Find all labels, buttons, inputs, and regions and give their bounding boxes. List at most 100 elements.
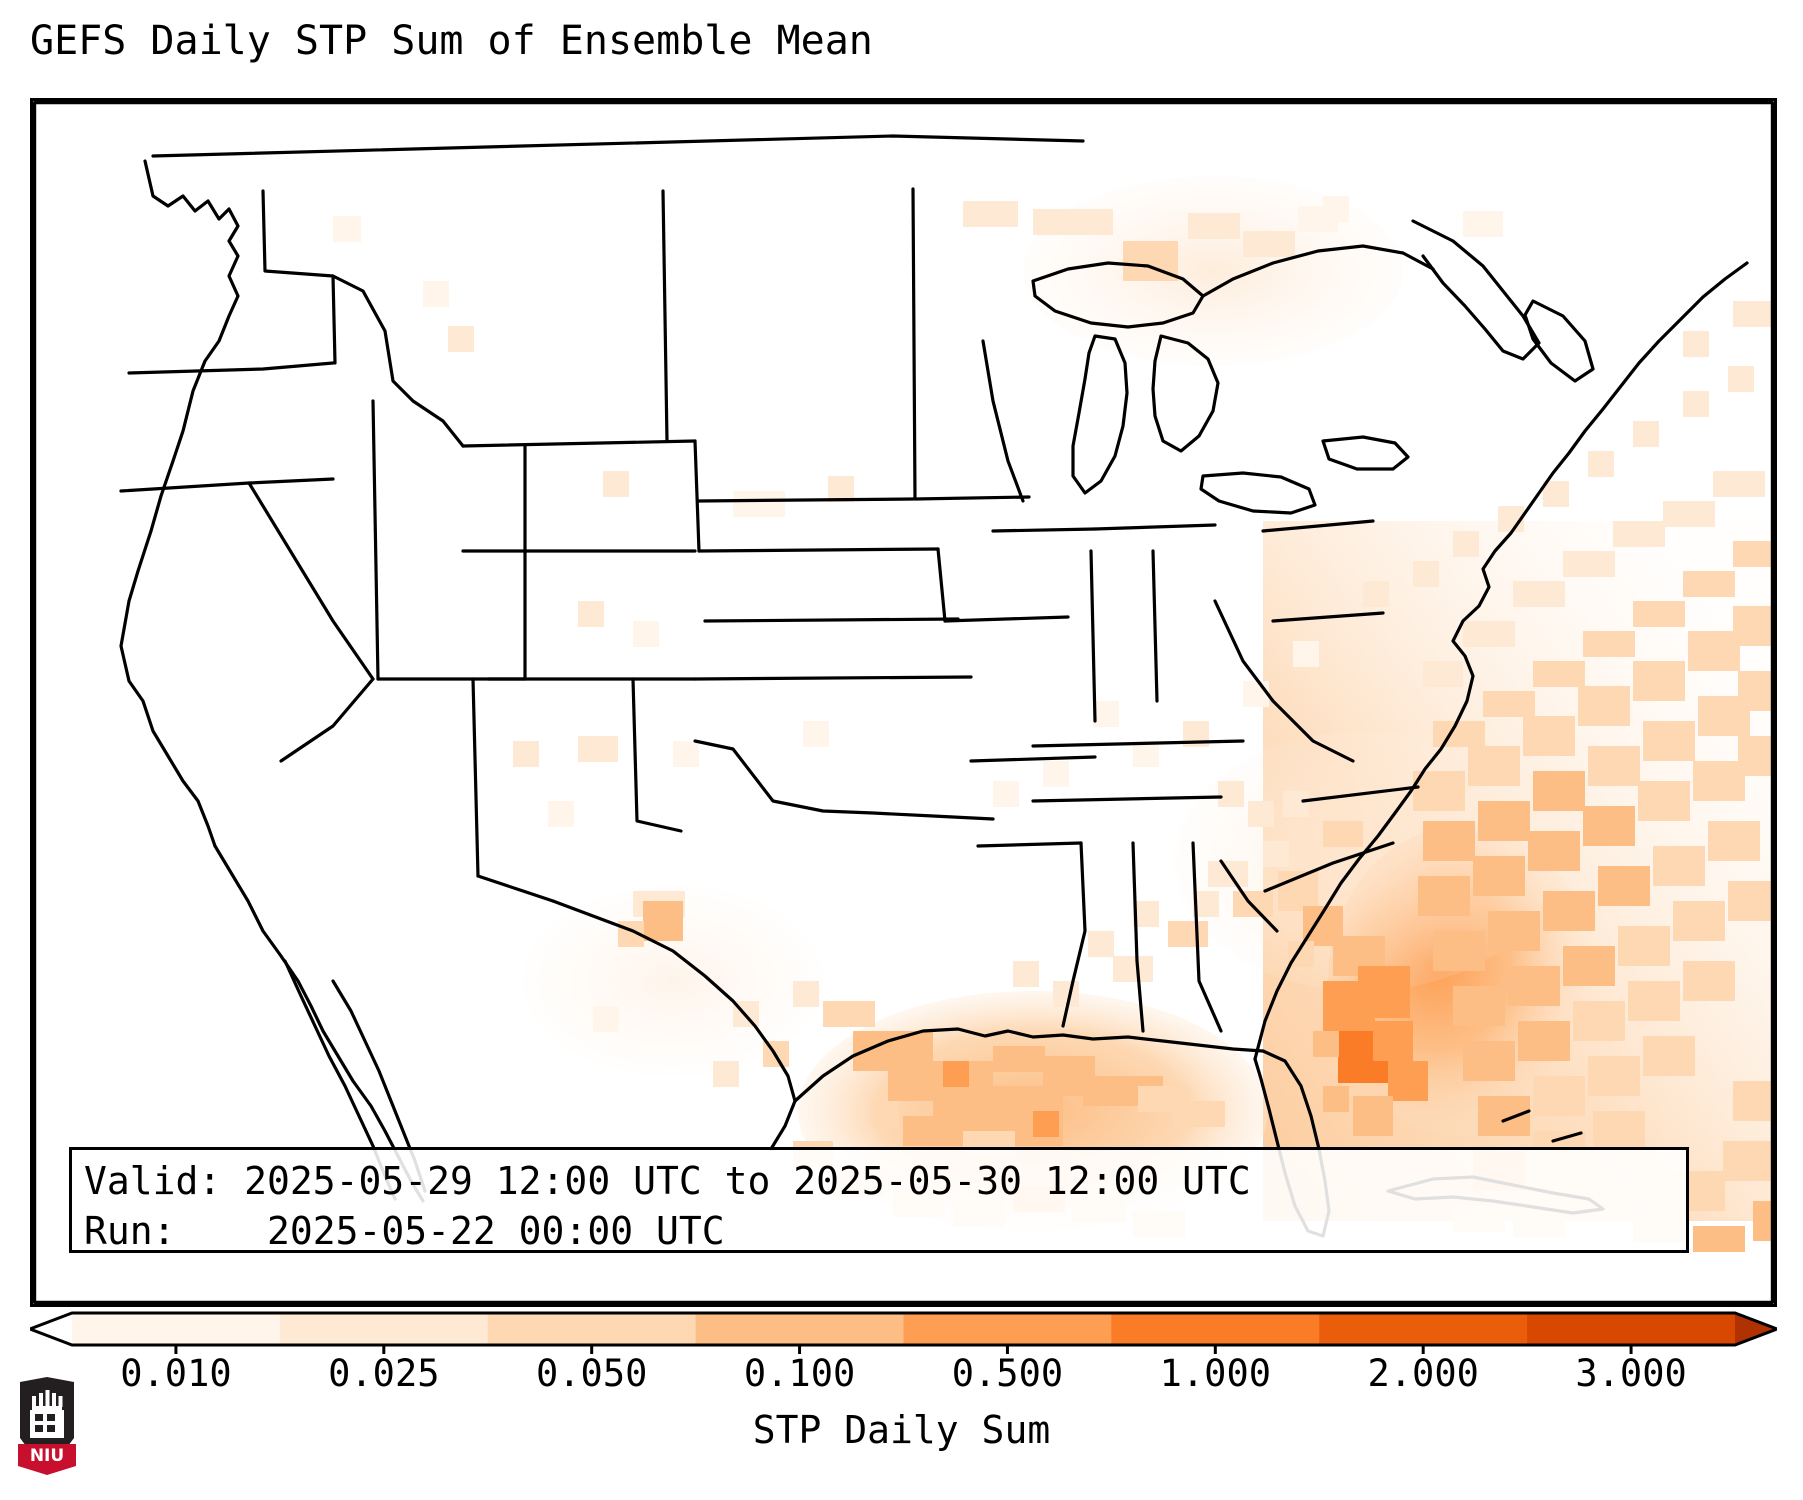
state-border-mn-ia	[913, 495, 1031, 501]
us-gulf-coast	[793, 1027, 1265, 1103]
grid-cell	[1733, 541, 1773, 567]
grid-cell	[1423, 821, 1475, 861]
run-time-text: Run: 2025-05-22 00:00 UTC	[84, 1209, 725, 1253]
colorbar-extend-max	[1735, 1313, 1777, 1345]
map-frame	[33, 101, 1774, 1304]
grid-cell	[1628, 981, 1680, 1021]
grid-cell	[1638, 781, 1690, 821]
grid-cell	[1583, 631, 1635, 657]
state-border-nm-tx	[631, 677, 683, 833]
colorbar-band	[1527, 1313, 1736, 1345]
grid-cell	[1683, 571, 1735, 597]
grid-cell	[1033, 1111, 1059, 1137]
colorbar-outline	[30, 1311, 1777, 1347]
grid-cell	[1113, 956, 1153, 982]
atlantic-coast	[1253, 261, 1749, 1061]
colorbar-tick-label: 2.000	[1367, 1352, 1479, 1395]
state-border-mi-oh-in	[1093, 523, 1217, 531]
grid-cell	[803, 721, 829, 747]
map-canvas[interactable]	[33, 101, 1774, 1304]
grid-cell	[1358, 966, 1410, 1018]
grid-cell	[1033, 209, 1113, 235]
colorbar-bands	[30, 1313, 1777, 1345]
state-border-ne-ia	[936, 547, 947, 623]
grid-cell	[1313, 1031, 1339, 1057]
state-border-nd-mn	[911, 187, 917, 501]
grid-cell	[1323, 1086, 1349, 1112]
grid-cell	[513, 741, 539, 767]
grid-cell	[733, 491, 785, 517]
grid-cell	[1433, 931, 1485, 971]
colorbar-tick-label: 0.025	[328, 1352, 440, 1395]
grid-cell	[1683, 331, 1709, 357]
grid-cell	[1053, 981, 1079, 1007]
state-border-or-ca	[119, 477, 335, 493]
grid-cell	[1133, 901, 1159, 927]
grid-cell	[793, 981, 819, 1007]
grid-cell	[423, 281, 449, 307]
niu-banner-shape	[18, 1444, 76, 1475]
grid-cell	[1263, 841, 1289, 867]
grid-cell	[1633, 661, 1685, 701]
grid-cell	[828, 476, 854, 502]
grid-cell	[1513, 581, 1565, 607]
map-panel[interactable]: Valid: 2025-05-29 12:00 UTC to 2025-05-3…	[30, 98, 1777, 1307]
grid-cell	[448, 326, 474, 352]
state-border-in-oh	[1151, 549, 1159, 703]
grid-cell	[1693, 1226, 1745, 1252]
state-border-mt-nd	[661, 189, 669, 443]
colorbar-extend-min	[30, 1313, 72, 1345]
grid-cell	[673, 741, 699, 767]
colorbar-axis-label: STP Daily Sum	[752, 1408, 1051, 1452]
grid-cell	[1583, 806, 1635, 846]
grid-cell	[1418, 876, 1470, 916]
grid-cell	[1593, 1111, 1645, 1151]
grid-cell	[1738, 671, 1774, 711]
grid-cell	[1423, 661, 1463, 687]
grid-cell	[1643, 721, 1695, 761]
state-border-az-nm	[471, 677, 480, 878]
state-border-il-in	[1089, 549, 1097, 723]
grid-cell	[1363, 581, 1389, 607]
state-border-nc-sc	[1263, 841, 1395, 893]
state-border-ks-ok	[693, 675, 973, 681]
grid-cell	[633, 621, 659, 647]
grid-cell	[1043, 761, 1069, 787]
state-border-ca-nv	[247, 481, 375, 681]
grid-cell	[1688, 631, 1740, 671]
grid-cell	[1588, 1056, 1640, 1096]
grid-cell	[1453, 986, 1505, 1026]
state-border-oh-wv	[1213, 599, 1275, 703]
colorbar-tick-label: 0.010	[120, 1352, 232, 1395]
grid-cell	[1013, 961, 1039, 987]
state-border-mo-ar	[969, 755, 1097, 763]
grid-cell	[1728, 881, 1773, 921]
grid-cell	[1533, 1076, 1585, 1116]
colorbar-tickmarks	[174, 1345, 1633, 1354]
grid-cell	[1683, 391, 1709, 417]
grid-cell	[713, 1061, 739, 1087]
pacific-northwest-coast	[119, 159, 240, 848]
grid-cell	[1433, 721, 1485, 747]
grid-cell	[1653, 846, 1705, 886]
colorbar[interactable]	[30, 1307, 1777, 1355]
grid-cell	[963, 201, 1018, 227]
grid-cell	[873, 1101, 899, 1127]
mexico-gulf-coast	[551, 899, 797, 1151]
lake-erie	[1199, 471, 1317, 515]
state-border-tx-west	[476, 874, 555, 903]
niu-banner-text: NIU	[30, 1446, 64, 1466]
grid-cell	[1528, 831, 1580, 871]
state-border-ga-sc	[1219, 859, 1279, 933]
grid-cell	[1723, 1141, 1773, 1181]
colorbar-band	[487, 1313, 697, 1345]
niu-castle-windows	[35, 1414, 55, 1432]
grid-cell	[1543, 891, 1595, 931]
grid-cell	[1733, 606, 1773, 646]
colorbar-svg[interactable]	[30, 1307, 1777, 1355]
grid-cell	[1173, 1101, 1225, 1127]
grid-cell	[333, 216, 361, 242]
lake-superior	[1031, 261, 1205, 329]
state-border-pa-md	[1271, 611, 1385, 623]
state-border-sd-ne	[697, 547, 940, 553]
